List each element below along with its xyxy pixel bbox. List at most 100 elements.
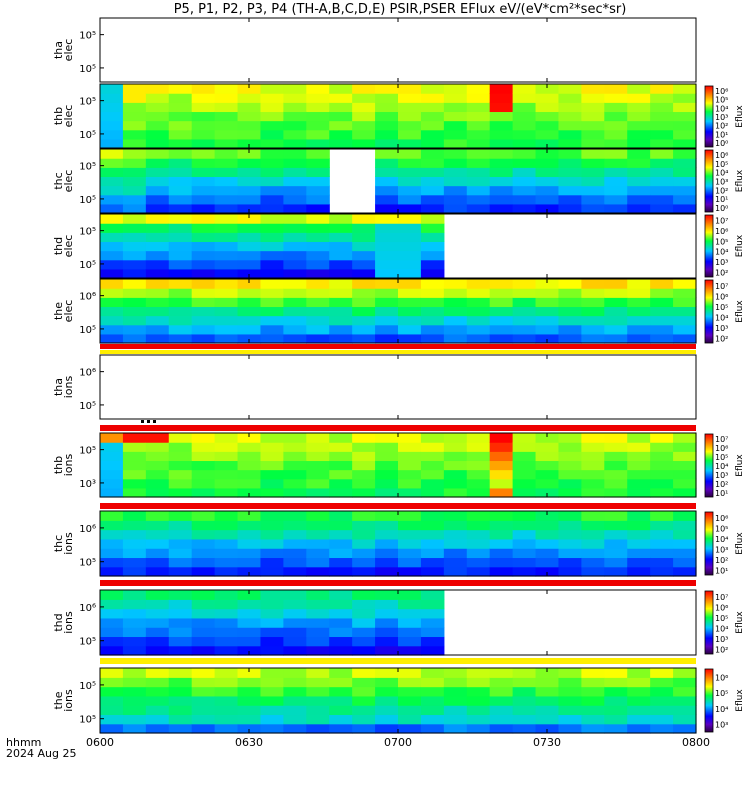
heatmap-cell — [145, 315, 170, 326]
heatmap-cell — [581, 324, 605, 335]
heatmap-cell — [260, 705, 284, 716]
heatmap-cell — [306, 705, 330, 716]
x-tick-label: 0700 — [384, 736, 412, 749]
heatmap-cell — [260, 223, 284, 233]
heatmap-cell — [466, 686, 491, 697]
heatmap-cell — [443, 705, 468, 716]
heatmap-cell — [443, 315, 468, 326]
heatmap-cell — [398, 723, 422, 734]
x-tick-label: 0630 — [235, 736, 263, 749]
panel-label: tha — [52, 41, 65, 59]
heatmap-cell — [145, 158, 170, 168]
heatmap-cell — [398, 668, 422, 678]
heatmap-cell — [214, 84, 239, 94]
heatmap-cell — [420, 645, 445, 656]
heatmap-cell — [283, 599, 307, 610]
heatmap-cell — [191, 268, 216, 279]
heatmap-cell — [329, 250, 353, 261]
heatmap-cell — [581, 315, 605, 326]
heatmap-cell — [489, 306, 514, 317]
heatmap-cell — [352, 315, 376, 326]
heatmap-cell — [214, 120, 239, 131]
heatmap-cell — [627, 102, 651, 113]
heatmap-cell — [398, 120, 422, 131]
heatmap-cell — [581, 668, 605, 678]
heatmap-cell — [306, 599, 330, 610]
heatmap-cell — [100, 176, 124, 187]
heatmap-cell — [283, 297, 307, 308]
heatmap-cell — [329, 608, 353, 619]
heatmap-cell — [581, 158, 605, 168]
heatmap-cell — [260, 557, 284, 568]
heatmap-cell — [627, 203, 651, 214]
heatmap-cell — [283, 315, 307, 326]
heatmap-cell — [100, 288, 124, 298]
heatmap-cell — [100, 84, 124, 94]
heatmap-cell — [122, 102, 147, 113]
heatmap-cell — [329, 84, 353, 94]
heatmap-cell — [237, 203, 262, 214]
heatmap-cell — [214, 315, 239, 326]
colorbar-tick-label: 10⁷ — [715, 593, 728, 602]
heatmap-cell — [420, 668, 445, 678]
heatmap-cell — [352, 617, 376, 628]
heatmap-cell — [145, 241, 170, 252]
heatmap-cell — [673, 306, 697, 317]
heatmap-cell — [466, 158, 491, 168]
heatmap-cell — [260, 149, 284, 159]
heatmap-cell — [260, 433, 284, 443]
heatmap-cell — [604, 194, 628, 205]
heatmap-cell — [375, 627, 399, 638]
colorbar-tick-label: 10⁶ — [715, 444, 728, 453]
heatmap-cell — [283, 538, 307, 549]
heatmap-cell — [627, 333, 651, 344]
heatmap-cell — [329, 214, 353, 224]
heatmap-cell — [145, 529, 170, 540]
heatmap-cell — [260, 138, 284, 149]
heatmap-cell — [375, 538, 399, 549]
heatmap-cell — [100, 297, 124, 308]
heatmap-cell — [191, 487, 216, 498]
heatmap-cell — [122, 590, 147, 600]
panel-label: elec — [62, 300, 75, 323]
heatmap-cell — [489, 723, 514, 734]
heatmap-cell — [489, 668, 514, 678]
heatmap-cell — [191, 520, 216, 531]
heatmap-cell — [352, 487, 376, 498]
heatmap-cell — [535, 297, 560, 308]
y-tick-label: 10⁵ — [79, 31, 96, 42]
heatmap-cell — [558, 176, 582, 187]
heatmap-cell — [512, 529, 537, 540]
heatmap-cell — [466, 279, 491, 289]
heatmap-cell — [512, 111, 537, 122]
heatmap-cell — [283, 442, 307, 452]
date-label: 2024 Aug 25 — [6, 747, 76, 760]
colorbar-tick-label: 10⁴ — [715, 313, 728, 322]
panel-label: thc — [52, 172, 65, 189]
colorbar-label: Eflux — [735, 169, 745, 192]
panel-label: ions — [62, 532, 75, 555]
heatmap-cell — [145, 268, 170, 279]
heatmap-cell — [466, 538, 491, 549]
heatmap-cell — [191, 120, 216, 131]
heatmap-cell — [122, 288, 147, 298]
colorbar-tick-label: 10³ — [715, 471, 728, 480]
heatmap-cell — [420, 608, 445, 619]
heatmap-cell — [535, 324, 560, 335]
heatmap-cell — [443, 520, 468, 531]
colorbar-tick-label: 10⁶ — [715, 292, 728, 301]
heatmap-cell — [420, 566, 445, 577]
heatmap-cell — [283, 288, 307, 298]
heatmap-cell — [650, 520, 674, 531]
heatmap-cell — [398, 520, 422, 531]
heatmap-cell — [535, 84, 560, 94]
heatmap-cell — [168, 167, 193, 178]
heatmap-cell — [443, 111, 468, 122]
heatmap-cell — [237, 705, 262, 716]
heatmap-cell — [191, 705, 216, 716]
heatmap-cell — [398, 677, 422, 688]
heatmap-cell — [650, 315, 674, 326]
heatmap-cell — [214, 158, 239, 168]
heatmap-cell — [375, 714, 399, 725]
heatmap-cell — [283, 636, 307, 647]
